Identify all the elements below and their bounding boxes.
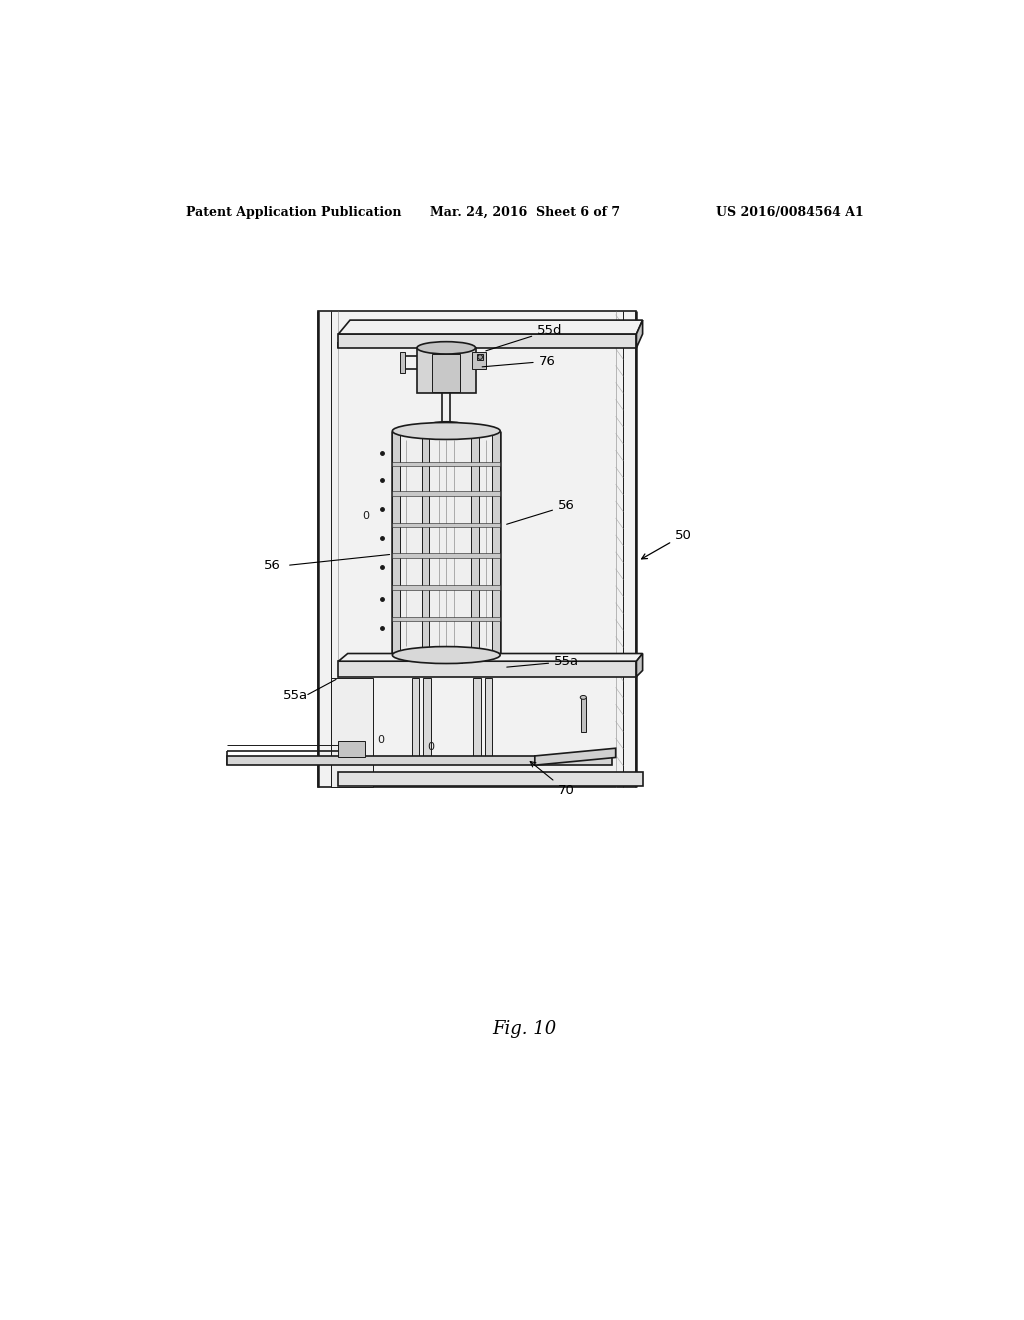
Text: 56: 56 <box>507 499 574 524</box>
Bar <box>392 462 500 466</box>
Ellipse shape <box>392 422 500 440</box>
Bar <box>493 430 500 655</box>
Ellipse shape <box>392 647 500 664</box>
Bar <box>412 678 419 764</box>
Ellipse shape <box>427 422 466 432</box>
Bar <box>392 430 500 655</box>
Bar <box>417 348 475 393</box>
Text: 55a: 55a <box>507 655 580 668</box>
Text: Fig. 10: Fig. 10 <box>493 1019 557 1038</box>
Bar <box>331 678 373 788</box>
Bar <box>392 491 500 496</box>
Bar <box>339 772 643 785</box>
Bar <box>432 354 460 392</box>
Text: US 2016/0084564 A1: US 2016/0084564 A1 <box>716 206 863 219</box>
Ellipse shape <box>478 355 482 359</box>
Bar <box>392 523 500 527</box>
Bar <box>472 351 485 368</box>
Text: 0: 0 <box>361 511 369 521</box>
Text: Patent Application Publication: Patent Application Publication <box>186 206 401 219</box>
Polygon shape <box>339 653 643 661</box>
Bar <box>392 616 500 622</box>
Bar <box>339 661 637 677</box>
Ellipse shape <box>581 696 587 700</box>
Text: 0: 0 <box>377 735 384 744</box>
Text: 0: 0 <box>427 742 434 752</box>
Bar <box>423 678 431 764</box>
Bar <box>400 351 404 374</box>
Bar <box>422 430 429 655</box>
Polygon shape <box>637 321 643 348</box>
Bar <box>339 741 366 758</box>
Text: 76: 76 <box>482 355 556 368</box>
Text: 50: 50 <box>642 528 692 558</box>
Polygon shape <box>637 653 643 677</box>
Polygon shape <box>535 748 615 766</box>
Text: 70: 70 <box>530 762 574 797</box>
Text: Mar. 24, 2016  Sheet 6 of 7: Mar. 24, 2016 Sheet 6 of 7 <box>430 206 620 219</box>
Bar <box>226 756 611 766</box>
Bar <box>392 430 400 655</box>
Bar <box>581 697 586 733</box>
Polygon shape <box>339 321 643 334</box>
Text: 55a: 55a <box>283 689 307 702</box>
Bar <box>392 585 500 590</box>
Bar <box>339 334 637 348</box>
Text: 56: 56 <box>264 558 281 572</box>
Bar <box>473 678 481 764</box>
Ellipse shape <box>417 342 475 354</box>
Bar <box>471 430 478 655</box>
Bar <box>484 678 493 764</box>
Bar <box>317 312 637 788</box>
Bar <box>392 553 500 558</box>
Bar <box>477 354 483 360</box>
Text: 55d: 55d <box>485 323 562 351</box>
Bar <box>431 651 462 663</box>
